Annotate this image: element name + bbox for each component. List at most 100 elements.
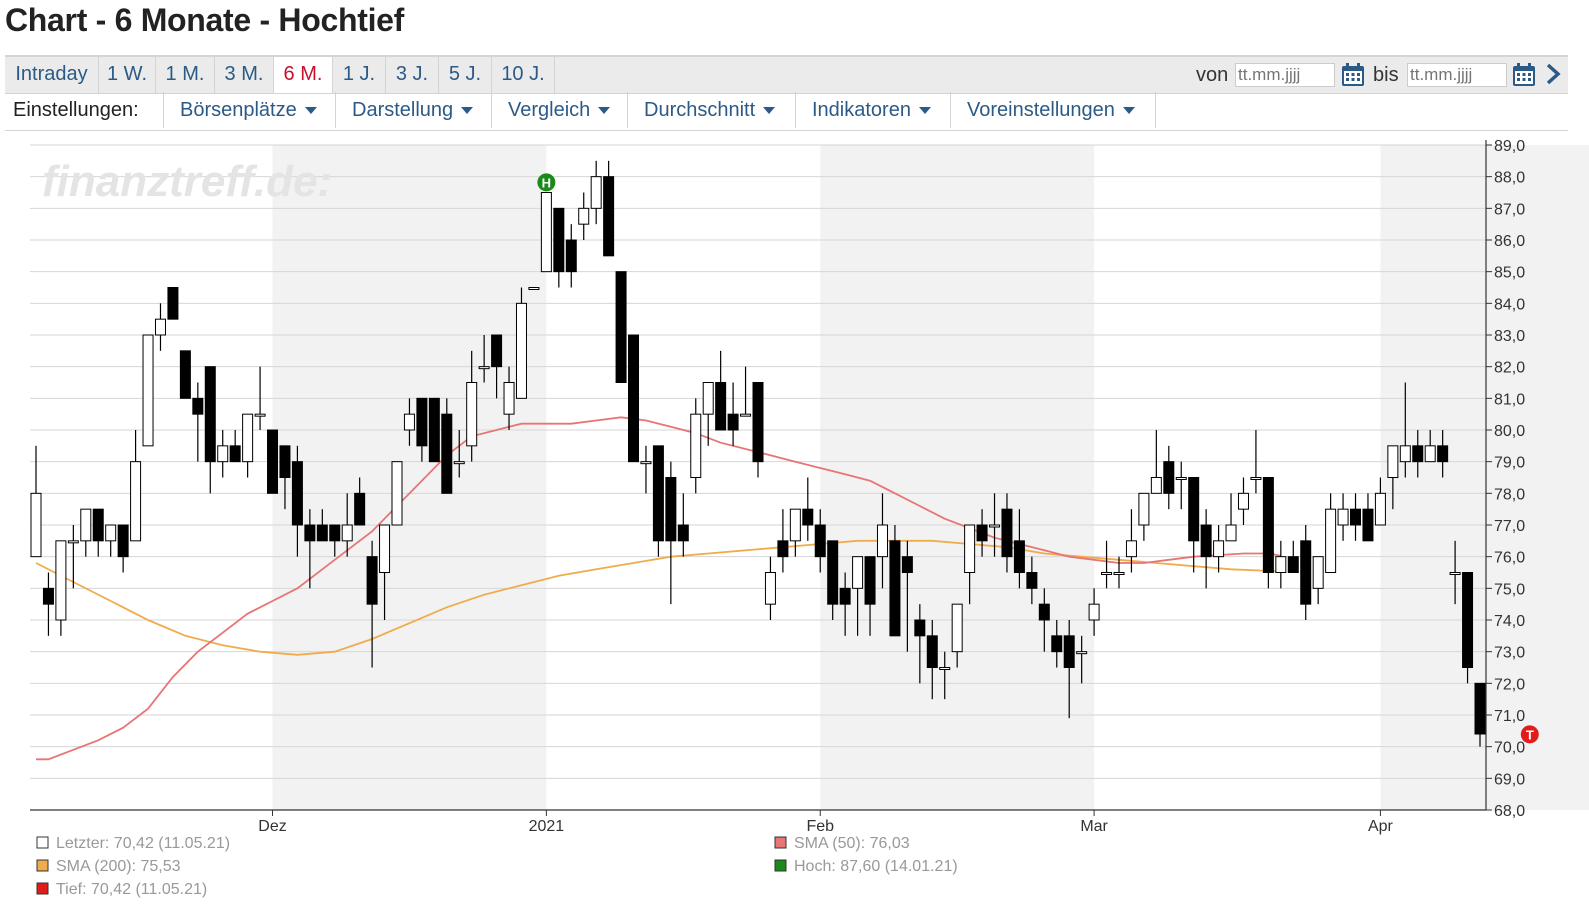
candle-down bbox=[92, 508, 104, 542]
menu-durchschnitt[interactable]: Durchschnitt bbox=[627, 92, 795, 128]
y-tick-label: 77,0 bbox=[1494, 518, 1525, 535]
menu-label: Voreinstellungen bbox=[967, 99, 1115, 121]
legend-text-letzter: Letzter: 70,42 (11.05.21) bbox=[56, 835, 230, 852]
candle-up bbox=[379, 524, 391, 573]
candle-down bbox=[1462, 572, 1474, 668]
tab-3m[interactable]: 3 M. bbox=[215, 57, 274, 93]
tab-6m[interactable]: 6 M. bbox=[274, 57, 333, 93]
tab-10j[interactable]: 10 J. bbox=[492, 57, 555, 93]
candle-up bbox=[989, 524, 1001, 528]
month-band bbox=[272, 145, 547, 810]
candle-up bbox=[217, 445, 229, 463]
x-tick-label: Apr bbox=[1368, 818, 1394, 835]
candle-up bbox=[242, 413, 254, 463]
calendar-icon[interactable] bbox=[1341, 63, 1365, 92]
candle-down bbox=[366, 556, 378, 605]
page-title: Chart - 6 Monate - Hochtief bbox=[5, 2, 405, 38]
candle-up bbox=[789, 508, 801, 542]
tab-1j[interactable]: 1 J. bbox=[333, 57, 386, 93]
caret-down-icon bbox=[461, 107, 474, 115]
candle-down bbox=[839, 587, 851, 605]
candle-down bbox=[1063, 635, 1075, 668]
y-tick-label: 84,0 bbox=[1494, 296, 1525, 313]
candle-down bbox=[428, 397, 440, 463]
chevron-right-icon[interactable] bbox=[1543, 62, 1563, 91]
y-tick-label: 72,0 bbox=[1494, 676, 1525, 693]
y-tick-label: 69,0 bbox=[1494, 771, 1525, 788]
tab-5j[interactable]: 5 J. bbox=[439, 57, 492, 93]
y-tick-label: 70,0 bbox=[1494, 740, 1525, 757]
candle-up bbox=[55, 540, 67, 621]
calendar-icon[interactable] bbox=[1512, 63, 1536, 92]
candle-down bbox=[1188, 477, 1200, 542]
candle-up bbox=[80, 508, 92, 542]
y-tick-label: 75,0 bbox=[1494, 581, 1525, 598]
candle-up bbox=[67, 540, 79, 544]
candle-up bbox=[1275, 556, 1287, 574]
candle-up bbox=[1175, 477, 1187, 480]
candle-down bbox=[1051, 635, 1063, 653]
menu-darstellung[interactable]: Darstellung bbox=[335, 92, 491, 128]
candle-up bbox=[1113, 572, 1125, 575]
candle-down bbox=[441, 413, 453, 494]
to-date-input[interactable] bbox=[1407, 63, 1507, 87]
x-tick-label: Dez bbox=[258, 818, 286, 835]
x-tick-label: 2021 bbox=[529, 818, 565, 835]
y-tick-label: 81,0 bbox=[1494, 391, 1525, 408]
legend-swatch-sma200 bbox=[36, 859, 49, 872]
candle-down bbox=[1437, 445, 1449, 463]
caret-down-icon bbox=[598, 107, 611, 115]
x-tick-label: Feb bbox=[806, 818, 834, 835]
menu-label: Darstellung bbox=[352, 99, 454, 121]
candle-up bbox=[740, 413, 752, 417]
candle-up bbox=[876, 524, 888, 558]
tab-1m[interactable]: 1 M. bbox=[156, 57, 215, 93]
candle-down bbox=[1163, 461, 1175, 494]
legend-text-tief: Tief: 70,42 (11.05.21) bbox=[56, 881, 207, 898]
candle-down bbox=[354, 492, 366, 526]
tab-3j[interactable]: 3 J. bbox=[386, 57, 439, 93]
low-marker bbox=[1520, 725, 1539, 744]
tab-intraday[interactable]: Intraday bbox=[5, 57, 99, 93]
candle-down bbox=[777, 540, 789, 558]
menu-indikatoren[interactable]: Indikatoren bbox=[795, 92, 950, 128]
candle-up bbox=[503, 382, 515, 415]
tab-1w[interactable]: 1 W. bbox=[99, 57, 156, 93]
y-tick-label: 78,0 bbox=[1494, 486, 1525, 503]
y-tick-label: 82,0 bbox=[1494, 360, 1525, 377]
candle-up bbox=[403, 413, 415, 431]
candle-up bbox=[105, 524, 117, 542]
menu-voreinstellungen[interactable]: Voreinstellungen bbox=[950, 92, 1156, 128]
candle-down bbox=[267, 429, 279, 494]
menu-label: Indikatoren bbox=[812, 99, 911, 121]
candle-up bbox=[1374, 492, 1386, 526]
month-band bbox=[820, 145, 1095, 810]
legend-text-sma50: SMA (50): 76,03 bbox=[794, 835, 910, 852]
candle-down bbox=[304, 524, 316, 542]
candle-up bbox=[640, 461, 652, 465]
from-date-input[interactable] bbox=[1235, 63, 1335, 87]
candle-down bbox=[1362, 508, 1374, 542]
candle-up bbox=[478, 366, 490, 370]
caret-down-icon bbox=[763, 107, 776, 115]
candle-up bbox=[528, 287, 540, 290]
menu-boersenplaetze[interactable]: Börsenplätze bbox=[163, 92, 335, 128]
candle-down bbox=[192, 397, 204, 415]
menu-vergleich[interactable]: Vergleich bbox=[491, 92, 627, 128]
candle-down bbox=[491, 334, 503, 368]
candle-up bbox=[590, 176, 602, 209]
y-tick-label: 73,0 bbox=[1494, 645, 1525, 662]
candle-down bbox=[279, 445, 291, 479]
candle-up bbox=[1125, 540, 1137, 558]
candle-down bbox=[603, 176, 615, 257]
candle-down bbox=[901, 556, 913, 574]
candle-up bbox=[1399, 445, 1411, 463]
candle-down bbox=[677, 524, 689, 542]
candle-up bbox=[852, 556, 864, 589]
y-tick-label: 79,0 bbox=[1494, 455, 1525, 472]
candle-up bbox=[951, 603, 963, 653]
legend-text-sma200: SMA (200): 75,53 bbox=[56, 858, 181, 875]
settings-label: Einstellungen: bbox=[13, 99, 139, 121]
candle-up bbox=[142, 334, 154, 447]
